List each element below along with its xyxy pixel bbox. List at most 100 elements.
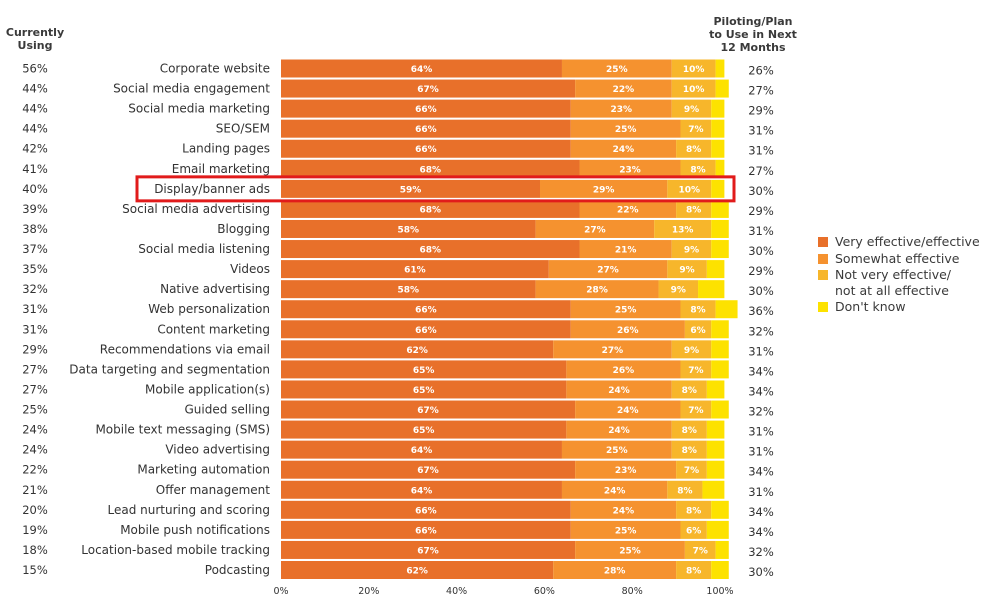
- bar-segment: [535, 219, 655, 238]
- piloting-plan-value: 29%: [748, 264, 774, 278]
- bar-segment: [671, 420, 707, 439]
- category-label: Guided selling: [184, 403, 270, 417]
- bar-value-label: 8%: [682, 386, 697, 396]
- bar-value-label: 24%: [608, 426, 630, 436]
- bar-value-label: 13%: [672, 225, 694, 235]
- bar-segment: [570, 99, 672, 118]
- bar-segment: [281, 360, 567, 379]
- bar-segment: [561, 480, 668, 499]
- category-label: Social media marketing: [128, 102, 270, 116]
- bar-value-label: 66%: [415, 145, 437, 155]
- category-label: Web personalization: [148, 302, 270, 316]
- bar-segment: [680, 520, 707, 539]
- bar-value-label: 25%: [606, 65, 628, 75]
- bar-segment: [579, 159, 681, 178]
- piloting-plan-value: 31%: [748, 344, 774, 358]
- bar-value-label: 28%: [586, 286, 608, 296]
- bar-segment: [680, 300, 716, 319]
- bar-segment: [281, 199, 580, 218]
- piloting-plan-value: 29%: [748, 204, 774, 218]
- currently-using-value: 24%: [22, 443, 48, 457]
- bar-value-label: 27%: [597, 266, 619, 276]
- bar-segment: [570, 320, 685, 339]
- piloting-plan-header: Piloting/Plan to Use in Next 12 Months: [709, 15, 797, 54]
- bar-value-label: 25%: [615, 526, 637, 536]
- bar-value-label: 65%: [413, 426, 435, 436]
- piloting-plan-value: 36%: [748, 304, 774, 318]
- bar-segment: [667, 480, 703, 499]
- currently-using-value: 31%: [22, 322, 48, 336]
- bar-value-label: 58%: [398, 225, 420, 235]
- bar-value-label: 10%: [683, 65, 705, 75]
- bar-value-label: 24%: [617, 406, 639, 416]
- bar-segment: [281, 540, 576, 559]
- category-label: Corporate website: [160, 62, 270, 76]
- bar-value-label: 10%: [678, 185, 700, 195]
- piloting-plan-value: 34%: [748, 525, 774, 539]
- bar-segment: [281, 340, 554, 359]
- bar-segment: [676, 500, 712, 519]
- bar-segment: [281, 320, 571, 339]
- bar-segment: [711, 400, 729, 419]
- bar-segment: [570, 500, 677, 519]
- bar-value-label: 65%: [413, 366, 435, 376]
- bar-segment: [281, 420, 567, 439]
- bar-segment: [684, 320, 712, 339]
- bar-value-label: 64%: [411, 486, 433, 496]
- category-label: Offer management: [156, 483, 271, 497]
- piloting-plan-value: 31%: [748, 124, 774, 138]
- bar-value-label: 67%: [417, 406, 439, 416]
- piloting-plan-value: 32%: [748, 545, 774, 559]
- bar-segment: [281, 520, 571, 539]
- legend-item-not-effective: Not very effective/not at all effective: [818, 267, 988, 298]
- bar-value-label: 65%: [413, 386, 435, 396]
- category-label: Native advertising: [160, 282, 270, 296]
- bar-value-label: 23%: [619, 165, 641, 175]
- bar-segment: [715, 79, 729, 98]
- currently-using-value: 27%: [22, 382, 48, 396]
- legend-label: Very effective/effective: [835, 234, 980, 249]
- bar-segment: [553, 340, 672, 359]
- bar-value-label: 64%: [411, 65, 433, 75]
- bar-value-label: 9%: [679, 266, 694, 276]
- bar-segment: [676, 460, 707, 479]
- bar-value-label: 7%: [688, 406, 703, 416]
- currently-using-value: 27%: [22, 362, 48, 376]
- category-label: Landing pages: [182, 142, 270, 156]
- bar-segment: [281, 460, 576, 479]
- bar-segment: [715, 159, 725, 178]
- bar-value-label: 68%: [419, 165, 441, 175]
- bar-segment: [671, 340, 712, 359]
- currently-using-value: 21%: [22, 483, 48, 497]
- bar-segment: [667, 260, 707, 279]
- bar-segment: [711, 340, 729, 359]
- bar-segment: [575, 540, 685, 559]
- bar-value-label: 66%: [415, 125, 437, 135]
- bar-value-label: 68%: [419, 246, 441, 256]
- currently-using-value: 38%: [22, 222, 48, 236]
- bar-value-label: 9%: [684, 246, 699, 256]
- category-label: SEO/SEM: [216, 122, 270, 136]
- bar-value-label: 68%: [419, 205, 441, 215]
- bar-segment: [706, 380, 725, 399]
- bar-value-label: 8%: [686, 205, 701, 215]
- bar-segment: [706, 420, 725, 439]
- bar-segment: [711, 500, 729, 519]
- bar-value-label: 26%: [617, 326, 639, 336]
- bar-segment: [711, 119, 725, 138]
- bar-segment: [281, 159, 580, 178]
- bar-segment: [671, 79, 716, 98]
- currently-using-value: 20%: [22, 503, 48, 517]
- legend: Very effective/effective Somewhat effect…: [818, 234, 988, 316]
- bar-segment: [561, 440, 672, 459]
- bar-value-label: 8%: [686, 145, 701, 155]
- currently-using-value: 29%: [22, 342, 48, 356]
- piloting-plan-value: 30%: [748, 284, 774, 298]
- bar-value-label: 27%: [584, 225, 606, 235]
- bar-value-label: 22%: [617, 205, 639, 215]
- bar-value-label: 8%: [682, 446, 697, 456]
- bar-value-label: 24%: [613, 145, 635, 155]
- bar-segment: [711, 99, 725, 118]
- bar-segment: [566, 380, 672, 399]
- bar-segment: [570, 119, 681, 138]
